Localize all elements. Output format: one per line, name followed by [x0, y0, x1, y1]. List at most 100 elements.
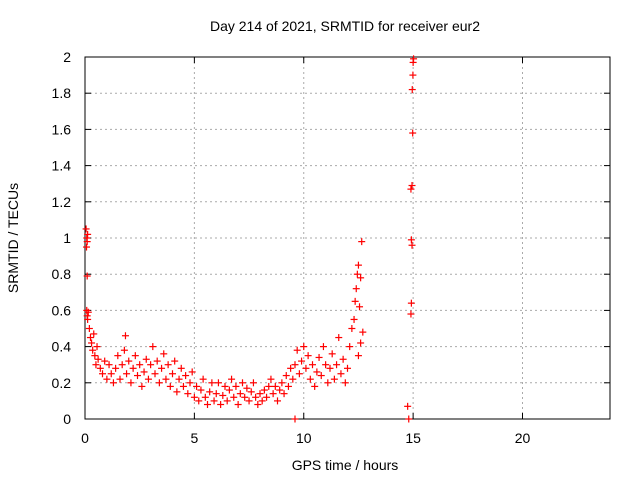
data-point [291, 361, 299, 369]
data-point [410, 55, 418, 63]
data-point [291, 415, 299, 423]
data-point [134, 372, 141, 380]
data-point [184, 390, 192, 398]
data-point [177, 364, 185, 372]
data-point [352, 285, 360, 293]
data-point [91, 352, 99, 360]
data-point [206, 388, 214, 396]
data-point [101, 357, 109, 365]
grid-lines [85, 57, 610, 419]
data-point [265, 382, 273, 390]
data-point [155, 379, 163, 387]
data-point [96, 364, 104, 372]
x-axis-label: GPS time / hours [292, 457, 399, 473]
data-point [408, 241, 416, 249]
data-point [348, 325, 356, 332]
data-point [333, 361, 341, 369]
data-point [357, 274, 365, 282]
data-point [105, 361, 113, 369]
y-tick-label: 1.4 [52, 158, 72, 174]
data-point [263, 393, 271, 401]
data-point [93, 343, 101, 351]
data-point [204, 401, 211, 409]
data-point [354, 352, 362, 360]
data-point [326, 364, 334, 372]
y-tick-label: 0.4 [52, 339, 72, 355]
data-point [85, 325, 93, 332]
data-point [313, 368, 321, 376]
data-point [208, 379, 216, 387]
data-point [82, 225, 90, 233]
data-point [309, 361, 316, 369]
data-point [228, 375, 236, 383]
data-point [344, 364, 351, 372]
axis-ticks: 0 5 10 15 20 0 0.2 0.4 0.6 0.8 1 1.2 1.4 1.6 1.8 2 [52, 49, 610, 446]
data-point [289, 375, 297, 383]
x-tick-label: 20 [515, 430, 531, 446]
data-point [84, 308, 92, 316]
data-point [243, 384, 251, 392]
data-point [112, 364, 120, 372]
data-point [114, 352, 122, 360]
data-point [84, 315, 92, 323]
data-point [212, 390, 220, 398]
data-point [358, 238, 366, 246]
data-point [182, 372, 190, 380]
data-point [407, 236, 415, 244]
data-point [274, 397, 281, 405]
data-point [89, 346, 97, 354]
data-point [350, 315, 358, 323]
data-point [190, 393, 198, 401]
data-point [210, 397, 218, 405]
data-point [278, 379, 286, 387]
data-point [409, 129, 417, 137]
x-tick-label: 10 [296, 430, 312, 446]
data-point [295, 370, 303, 378]
data-point [131, 352, 139, 360]
data-point [252, 393, 260, 401]
data-point [276, 386, 284, 394]
y-tick-label: 0.6 [52, 302, 72, 318]
data-point [186, 379, 194, 387]
data-point [86, 334, 94, 342]
data-point [408, 182, 416, 190]
data-point [287, 364, 295, 372]
data-point [197, 386, 205, 394]
data-point [324, 379, 332, 387]
data-point [280, 390, 288, 398]
data-point [127, 379, 135, 387]
data-point [357, 339, 365, 347]
data-point [293, 346, 301, 354]
data-point [175, 375, 183, 383]
data-point [284, 382, 292, 390]
data-point [245, 397, 253, 405]
data-point [354, 261, 362, 269]
data-point [258, 397, 266, 405]
data-point [256, 390, 264, 398]
y-axis-label: SRMTID / TECUs [5, 183, 21, 293]
data-point [249, 379, 257, 387]
data-point [123, 370, 131, 378]
data-point [315, 353, 323, 361]
data-point [121, 332, 129, 340]
data-point [306, 375, 314, 383]
data-point [92, 361, 100, 369]
data-point [407, 310, 415, 318]
data-point [160, 350, 168, 358]
data-point [225, 386, 233, 394]
data-point [408, 86, 416, 94]
data-point [162, 375, 170, 383]
data-point [330, 375, 338, 383]
data-points [82, 55, 418, 423]
data-point [83, 272, 91, 280]
data-point [83, 243, 91, 251]
data-point [221, 382, 229, 390]
data-point [138, 382, 146, 390]
data-point [166, 382, 174, 390]
data-point [241, 393, 249, 401]
data-point [302, 364, 310, 372]
data-point [282, 372, 290, 380]
data-point [223, 397, 231, 405]
data-point [319, 343, 327, 351]
